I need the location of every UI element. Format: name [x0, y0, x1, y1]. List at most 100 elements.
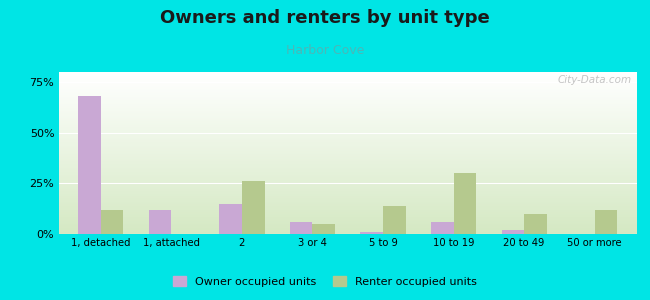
- Bar: [58, 123, 637, 124]
- Bar: [58, 144, 637, 145]
- Bar: [58, 202, 637, 203]
- Bar: [58, 85, 637, 86]
- Bar: [58, 196, 637, 197]
- Bar: [58, 77, 637, 78]
- Bar: [361, 232, 383, 234]
- Bar: [58, 90, 637, 91]
- Bar: [58, 194, 637, 195]
- Bar: [58, 148, 637, 149]
- Bar: [502, 230, 524, 234]
- Bar: [58, 208, 637, 209]
- Bar: [58, 115, 637, 116]
- Bar: [58, 230, 637, 231]
- Bar: [58, 132, 637, 133]
- Bar: [58, 78, 637, 79]
- Bar: [58, 181, 637, 182]
- Bar: [58, 147, 637, 148]
- Bar: [58, 167, 637, 168]
- Bar: [58, 158, 637, 159]
- Bar: [58, 209, 637, 210]
- Bar: [58, 156, 637, 157]
- Bar: [58, 87, 637, 88]
- Bar: [58, 72, 637, 73]
- Bar: [58, 75, 637, 76]
- Bar: [58, 154, 637, 155]
- Bar: [58, 117, 637, 118]
- Bar: [58, 212, 637, 213]
- Bar: [58, 190, 637, 191]
- Bar: [58, 119, 637, 120]
- Bar: [58, 227, 637, 228]
- Bar: [58, 198, 637, 199]
- Bar: [58, 130, 637, 131]
- Bar: [58, 116, 637, 117]
- Bar: [58, 203, 637, 204]
- Bar: [58, 216, 637, 217]
- Bar: [58, 111, 637, 112]
- Bar: [58, 211, 637, 212]
- Bar: [58, 97, 637, 98]
- Bar: [58, 224, 637, 225]
- Bar: [58, 143, 637, 144]
- Text: Owners and renters by unit type: Owners and renters by unit type: [160, 9, 490, 27]
- Bar: [58, 108, 637, 109]
- Bar: [58, 137, 637, 138]
- Bar: [58, 109, 637, 110]
- Bar: [290, 222, 313, 234]
- Bar: [58, 165, 637, 166]
- Bar: [58, 159, 637, 160]
- Bar: [58, 83, 637, 84]
- Bar: [58, 232, 637, 233]
- Bar: [58, 118, 637, 119]
- Bar: [58, 175, 637, 176]
- Bar: [58, 80, 637, 81]
- Bar: [58, 88, 637, 89]
- Bar: [58, 99, 637, 100]
- Bar: [58, 173, 637, 174]
- Bar: [58, 110, 637, 111]
- Bar: [58, 139, 637, 140]
- Bar: [58, 91, 637, 92]
- Bar: [219, 204, 242, 234]
- Bar: [58, 105, 637, 106]
- Bar: [454, 173, 476, 234]
- Bar: [58, 176, 637, 177]
- Bar: [58, 101, 637, 102]
- Bar: [58, 153, 637, 154]
- Bar: [58, 214, 637, 215]
- Bar: [58, 74, 637, 75]
- Bar: [58, 89, 637, 90]
- Bar: [58, 157, 637, 158]
- Bar: [58, 125, 637, 126]
- Bar: [58, 225, 637, 226]
- Bar: [58, 180, 637, 181]
- Bar: [58, 104, 637, 105]
- Bar: [58, 182, 637, 183]
- Bar: [58, 150, 637, 151]
- Bar: [58, 201, 637, 202]
- Bar: [58, 86, 637, 87]
- Bar: [101, 210, 124, 234]
- Bar: [58, 206, 637, 207]
- Bar: [58, 98, 637, 99]
- Bar: [58, 79, 637, 80]
- Bar: [58, 177, 637, 178]
- Legend: Owner occupied units, Renter occupied units: Owner occupied units, Renter occupied un…: [168, 272, 482, 291]
- Bar: [58, 223, 637, 224]
- Bar: [58, 195, 637, 196]
- Bar: [58, 112, 637, 113]
- Bar: [58, 126, 637, 127]
- Bar: [58, 94, 637, 95]
- Bar: [58, 168, 637, 169]
- Bar: [58, 113, 637, 114]
- Bar: [58, 185, 637, 186]
- Bar: [58, 84, 637, 85]
- Bar: [58, 155, 637, 156]
- Bar: [58, 145, 637, 146]
- Text: Harbor Cove: Harbor Cove: [286, 44, 364, 56]
- Bar: [58, 179, 637, 180]
- Bar: [58, 138, 637, 139]
- Bar: [58, 192, 637, 193]
- Bar: [58, 207, 637, 208]
- Bar: [58, 124, 637, 125]
